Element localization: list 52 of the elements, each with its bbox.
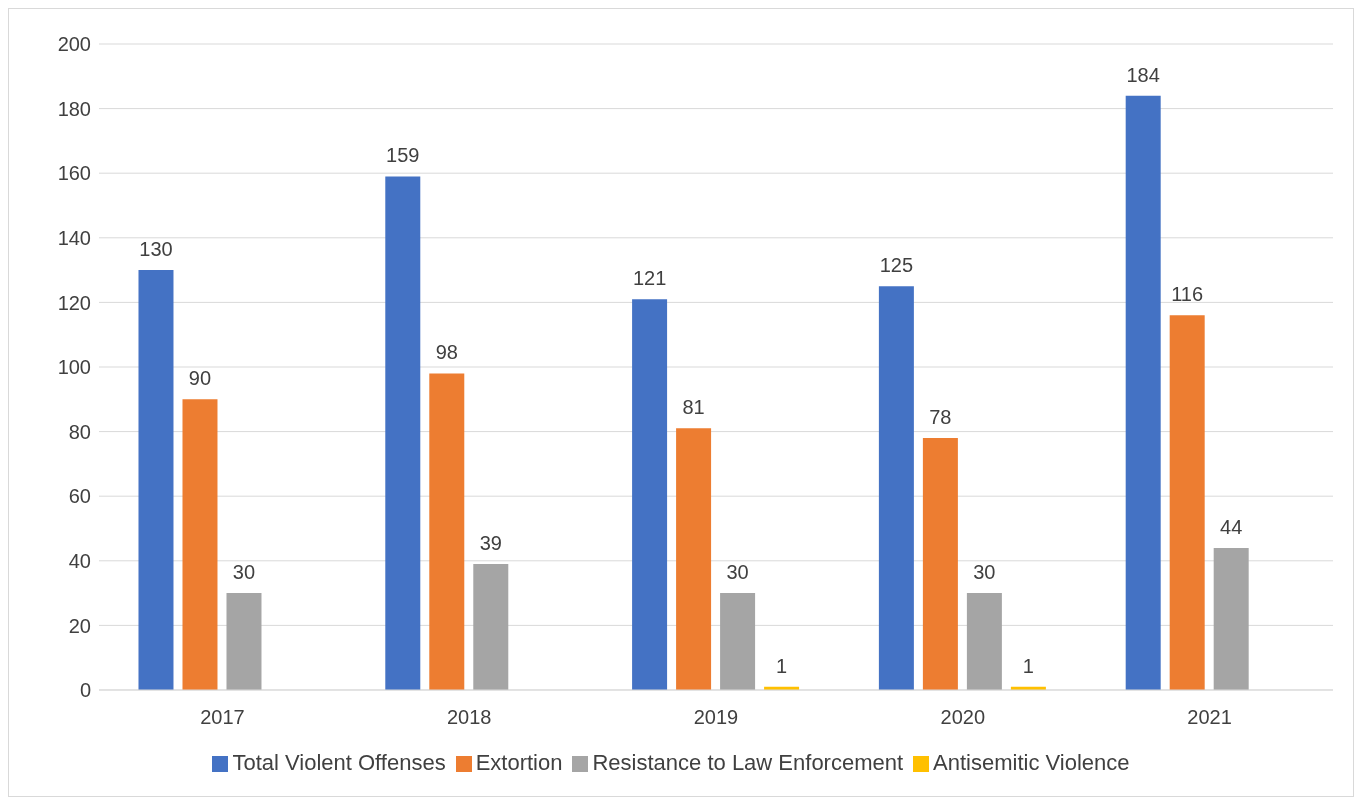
- bar: [226, 593, 262, 690]
- data-label: 121: [632, 267, 667, 290]
- x-tick-label: 2020: [940, 706, 986, 729]
- data-label: 90: [188, 367, 212, 390]
- y-tick-label: 140: [57, 226, 91, 249]
- data-label: 159: [386, 144, 420, 167]
- legend-label: Resistance to Law Enforcement: [592, 750, 904, 775]
- data-label: 184: [1126, 63, 1160, 86]
- y-tick-label: 60: [68, 485, 91, 508]
- data-label: 125: [879, 254, 914, 277]
- data-label: 81: [682, 396, 705, 419]
- bar: [632, 299, 668, 690]
- x-tick-label: 2017: [200, 706, 245, 729]
- bar: [878, 286, 914, 690]
- data-label: 130: [139, 238, 173, 261]
- bar: [1169, 315, 1205, 690]
- legend-label: Extortion: [475, 750, 563, 775]
- data-label: 98: [435, 341, 458, 364]
- bar: [429, 373, 465, 690]
- bar: [473, 564, 509, 690]
- data-label: 1: [1022, 654, 1034, 677]
- bar: [922, 438, 958, 690]
- legend-label: Total Violent Offenses: [232, 750, 446, 775]
- x-tick-label: 2019: [693, 706, 739, 729]
- y-tick-label: 40: [68, 549, 91, 572]
- y-tick-label: 120: [57, 291, 91, 314]
- data-label: 39: [479, 532, 502, 555]
- x-tick-label: 2018: [446, 706, 492, 729]
- bar: [676, 428, 712, 690]
- legend-label: Antisemitic Violence: [933, 750, 1130, 775]
- y-tick-label: 0: [79, 679, 91, 702]
- y-tick-label: 80: [68, 420, 91, 443]
- data-label: 116: [1171, 283, 1204, 306]
- y-tick-label: 20: [68, 614, 91, 637]
- x-tick-label: 2021: [1187, 706, 1232, 729]
- y-tick-label: 160: [57, 162, 91, 185]
- bar: [138, 270, 174, 690]
- bar: [1213, 547, 1249, 690]
- data-label: 44: [1220, 515, 1243, 538]
- y-tick-label: 200: [57, 33, 91, 56]
- data-label: 30: [973, 561, 996, 584]
- data-label: 30: [726, 561, 749, 584]
- bar: [966, 593, 1002, 690]
- y-tick-label: 180: [57, 97, 91, 120]
- bar: [182, 399, 218, 690]
- data-label: 78: [929, 406, 952, 429]
- data-label: 30: [232, 561, 256, 584]
- bar: [1125, 95, 1161, 690]
- bar: [385, 176, 421, 690]
- bar: [720, 593, 756, 690]
- y-tick-label: 100: [57, 356, 91, 379]
- data-label: 1: [776, 654, 788, 677]
